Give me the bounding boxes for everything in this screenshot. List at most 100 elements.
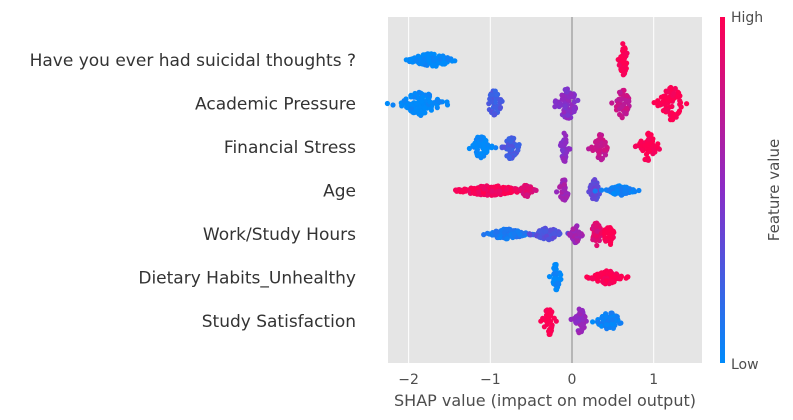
shap-point xyxy=(533,187,539,193)
shap-point xyxy=(645,130,652,136)
shap-point xyxy=(561,130,567,136)
shap-point xyxy=(449,58,455,64)
shap-point xyxy=(564,194,570,200)
shap-point xyxy=(568,91,574,97)
shap-point xyxy=(603,322,610,328)
shap-point xyxy=(517,186,524,192)
shap-point xyxy=(420,110,426,116)
shap-point xyxy=(546,314,552,320)
shap-point xyxy=(504,186,510,192)
shap-point xyxy=(594,142,601,148)
shap-point xyxy=(501,230,507,236)
shap-point xyxy=(611,190,617,197)
shap-point xyxy=(614,314,620,320)
shap-point xyxy=(453,187,459,193)
shap-point xyxy=(492,111,498,118)
shap-point xyxy=(609,100,615,106)
shap-point xyxy=(573,314,579,320)
shap-point xyxy=(420,94,426,100)
shap-point xyxy=(619,114,625,120)
shap-point xyxy=(599,315,605,321)
shap-point xyxy=(425,56,432,62)
shap-point xyxy=(497,104,504,111)
shap-point xyxy=(660,93,667,99)
shap-point xyxy=(543,228,549,234)
shap-point xyxy=(575,318,582,324)
shap-point xyxy=(556,276,562,282)
shap-point xyxy=(487,96,493,102)
shap-point xyxy=(527,231,533,237)
shap-point xyxy=(645,157,651,163)
shap-point xyxy=(684,101,690,107)
shap-point xyxy=(557,101,564,107)
shap-point xyxy=(570,226,576,232)
shap-point xyxy=(575,97,581,103)
shap-point xyxy=(664,107,670,113)
colorbar xyxy=(720,17,725,363)
shap-point xyxy=(493,92,500,98)
shap-point xyxy=(591,195,597,202)
shap-point xyxy=(677,98,683,104)
shap-point xyxy=(650,151,656,157)
x-tick-labels: −2 −1 0 1 xyxy=(398,372,658,388)
shap-point xyxy=(590,276,596,282)
shap-point xyxy=(470,142,476,149)
shap-point xyxy=(413,100,419,106)
shap-point xyxy=(546,274,553,280)
shap-point xyxy=(499,98,505,104)
shap-point xyxy=(559,92,565,98)
shap-point xyxy=(595,278,601,284)
shap-point xyxy=(420,52,426,58)
shap-point xyxy=(403,57,409,63)
shap-point xyxy=(481,142,487,148)
shap-point xyxy=(616,62,622,68)
shap-point xyxy=(592,177,598,183)
shap-point xyxy=(607,271,613,277)
shap-point xyxy=(481,146,487,152)
shap-point xyxy=(646,148,652,154)
shap-point xyxy=(554,189,560,195)
shap-point xyxy=(598,156,604,162)
shap-point xyxy=(437,56,443,62)
shap-point xyxy=(504,236,510,242)
shap-point xyxy=(620,41,626,47)
shap-point xyxy=(445,56,451,62)
shap-point xyxy=(621,70,628,76)
shap-point xyxy=(632,143,639,150)
shap-point xyxy=(430,63,436,69)
shap-point xyxy=(384,100,390,107)
feature-label: Academic Pressure xyxy=(195,95,356,115)
shap-point xyxy=(506,154,512,160)
shap-point xyxy=(524,192,530,198)
shap-point xyxy=(619,104,625,110)
shap-point xyxy=(618,96,624,102)
shap-point xyxy=(676,108,683,114)
beeswarm-points xyxy=(384,41,690,337)
x-tick-label: −2 xyxy=(398,372,419,388)
shap-point xyxy=(579,326,585,332)
shap-point xyxy=(489,145,495,151)
shap-point xyxy=(543,318,549,324)
shap-point xyxy=(561,158,567,164)
shap-point xyxy=(546,309,552,315)
shap-point xyxy=(553,286,559,293)
shap-point xyxy=(574,238,581,244)
shap-point xyxy=(551,231,557,237)
shap-point xyxy=(622,189,628,195)
shap-point xyxy=(604,229,610,235)
shap-point xyxy=(444,102,451,108)
shap-point xyxy=(493,145,499,151)
shap-point xyxy=(538,318,544,324)
shap-point xyxy=(593,224,599,230)
shap-point xyxy=(617,89,623,95)
shap-point xyxy=(618,192,625,198)
shap-point xyxy=(620,58,627,65)
shap-point xyxy=(594,237,600,243)
feature-label: Have you ever had suicidal thoughts ? xyxy=(30,51,356,71)
shap-point xyxy=(577,231,583,237)
shap-point xyxy=(435,98,441,104)
shap-point xyxy=(408,106,414,112)
shap-point xyxy=(603,278,609,284)
x-tick-label: 0 xyxy=(568,372,577,388)
